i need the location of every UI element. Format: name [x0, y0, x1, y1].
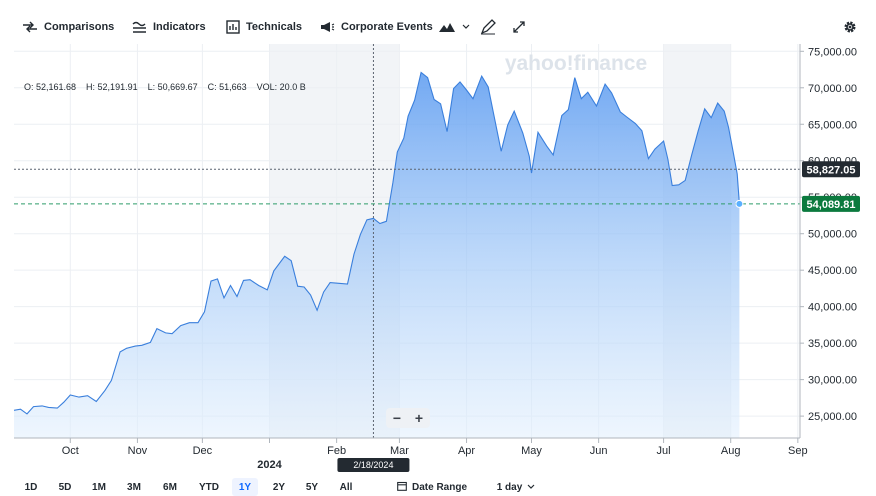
volume-value: VOL: 20.0 B: [256, 82, 306, 92]
reference-lines: [14, 44, 800, 438]
x-tick-label: Nov: [128, 445, 148, 457]
crosshair-date-badge: [337, 458, 410, 472]
comparisons-label: Comparisons: [44, 21, 115, 33]
interval-select[interactable]: 1 day: [490, 478, 542, 496]
y-tick-label: 45,000.00: [808, 265, 857, 277]
settings-button[interactable]: [843, 18, 857, 36]
x-tick-label: Dec: [193, 445, 213, 457]
y-tick-label: 75,000.00: [808, 46, 857, 58]
high-value: H: 52,191.91: [86, 82, 138, 92]
current-price-badge: [802, 195, 860, 212]
chevron-down-icon: [527, 482, 535, 493]
range-1m-button[interactable]: 1M: [92, 481, 106, 493]
corporate-events-label: Corporate Events: [341, 21, 433, 33]
zoom-control: − +: [386, 408, 430, 428]
y-tick-label: 35,000.00: [808, 338, 857, 350]
technicals-label: Technicals: [246, 21, 303, 33]
y-tick-label: 50,000.00: [808, 229, 857, 241]
mountain-chart-icon: [438, 21, 456, 33]
range-2y-button[interactable]: 2Y: [272, 481, 286, 493]
y-tick-label: 25,000.00: [808, 411, 857, 423]
chevron-down-icon: [462, 24, 470, 30]
range-1d-button[interactable]: 1D: [24, 481, 38, 493]
x-tick-label: Jul: [657, 445, 671, 457]
yahoo-finance-watermark: yahoo!finance: [505, 52, 647, 75]
draw-button[interactable]: [480, 18, 496, 36]
open-value: O: 52,161.68: [24, 82, 77, 92]
x-tick-label: Oct: [62, 445, 79, 457]
x-tick-label: Apr: [458, 445, 475, 457]
gear-icon: [843, 20, 857, 34]
close-value: C: 51,663: [207, 82, 247, 92]
range-ytd-button[interactable]: YTD: [199, 481, 219, 493]
y-tick-label: 70,000.00: [808, 83, 857, 95]
y-tick-label: 30,000.00: [808, 375, 857, 387]
price-area-fill: [14, 72, 740, 438]
corporate-events-button[interactable]: Corporate Events: [320, 18, 433, 36]
crosshair-date-label: 2/18/2024: [353, 460, 393, 470]
zoom-in-button[interactable]: +: [414, 410, 424, 426]
x-tick-label: Sep: [788, 445, 808, 457]
price-chart[interactable]: yahoo!finance 25,000.00 30,000.00 35,000.0…: [0, 40, 876, 474]
zoom-out-button[interactable]: −: [392, 410, 402, 426]
x-tick-label: May: [521, 445, 542, 457]
y-tick-label: 40,000.00: [808, 302, 857, 314]
range-bar: 1D 5D 1M 3M 6M YTD 1Y 2Y 5Y All Date Ran…: [0, 474, 876, 496]
crosshair-price-label: 58,827.05: [807, 164, 856, 176]
calendar-icon: [397, 481, 407, 494]
current-price-label: 54,089.81: [807, 199, 856, 211]
range-all-button[interactable]: All: [339, 481, 353, 493]
comparisons-icon: [22, 21, 38, 33]
range-6m-button[interactable]: 6M: [163, 481, 177, 493]
range-5y-button[interactable]: 5Y: [305, 481, 319, 493]
range-5d-button[interactable]: 5D: [58, 481, 72, 493]
range-1y-button[interactable]: 1Y: [232, 478, 258, 496]
expand-icon: [513, 21, 525, 33]
technicals-button[interactable]: Technicals: [226, 18, 302, 36]
date-range-button[interactable]: Date Range: [388, 478, 476, 496]
current-price-dot: [735, 199, 744, 208]
indicators-icon: [132, 21, 147, 33]
interval-label: 1 day: [496, 481, 523, 493]
date-range-label: Date Range: [411, 481, 467, 493]
megaphone-icon: [320, 21, 335, 33]
x-tick-label: Feb: [327, 445, 346, 457]
price-badges: 58,827.05 54,089.81 2/18/2024: [337, 161, 860, 472]
chart-toolbar: Comparisons Indicators Technicals Corpor…: [0, 0, 876, 52]
x-tick-label: Aug: [721, 445, 741, 457]
fullscreen-button[interactable]: [513, 18, 525, 36]
x-tick-label: Jun: [590, 445, 608, 457]
comparisons-button[interactable]: Comparisons: [22, 18, 114, 36]
indicators-button[interactable]: Indicators: [132, 18, 206, 36]
x-tick-label: 2024: [257, 459, 282, 471]
chart-type-button[interactable]: [438, 18, 470, 36]
y-tick-label: 65,000.00: [808, 119, 857, 131]
x-tick-label: Mar: [390, 445, 409, 457]
technicals-icon: [226, 20, 240, 34]
indicators-label: Indicators: [153, 21, 206, 33]
low-value: L: 50,669.67: [147, 82, 198, 92]
price-line: [13, 71, 740, 415]
ohlc-readout: O: 52,161.68 H: 52,191.91 L: 50,669.67 C…: [24, 82, 306, 92]
crosshair-price-badge: [802, 161, 860, 178]
range-3m-button[interactable]: 3M: [127, 481, 141, 493]
pencil-icon: [480, 19, 496, 35]
